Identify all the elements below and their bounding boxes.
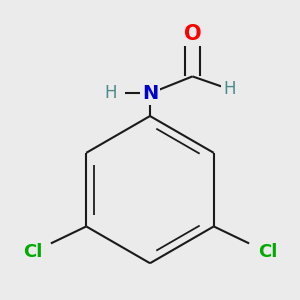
Text: H: H [104,84,117,102]
Text: Cl: Cl [258,243,277,261]
Text: O: O [184,24,201,44]
Text: N: N [142,84,158,103]
Text: Cl: Cl [23,243,42,261]
Text: H: H [223,80,236,98]
